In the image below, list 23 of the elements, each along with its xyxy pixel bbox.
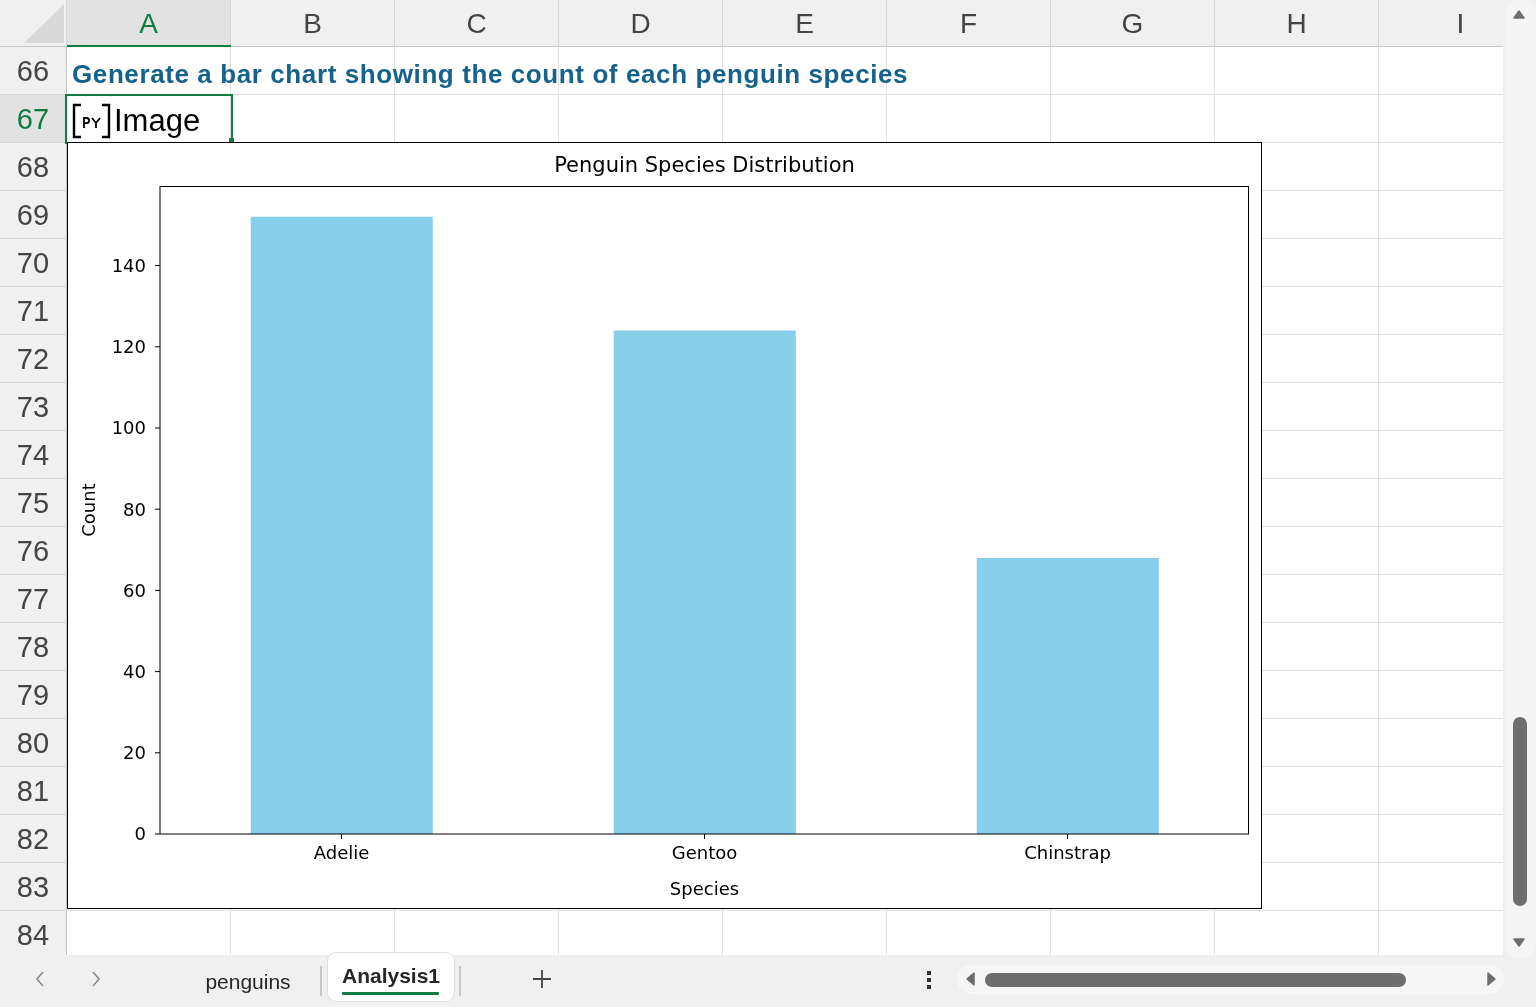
- y-tick-label: 40: [123, 660, 146, 682]
- text: Analysis1: [340, 963, 442, 989]
- y-axis-title: Count: [78, 483, 100, 537]
- y-tick-label: 120: [111, 336, 146, 358]
- y-tick-label: 20: [123, 742, 146, 764]
- row-headers: 66 67 68 69 70 71 72 73 74 75 76 77 78 79 80 81 82 83 84: [0, 47, 67, 955]
- y-tick-label: 140: [111, 254, 146, 276]
- x-tick-label: Gentoo: [671, 841, 738, 863]
- bar: [250, 216, 433, 834]
- text: penguins: [204, 969, 292, 995]
- x-axis-title: Species: [669, 878, 740, 899]
- text: Image: [114, 102, 201, 140]
- x-tick-label: Chinstrap: [1024, 841, 1111, 863]
- y-tick-label: 60: [123, 579, 146, 601]
- bar: [976, 557, 1159, 834]
- column-headers: A B C D E F G H I: [0, 0, 1503, 47]
- bar: [613, 330, 796, 834]
- y-tick-label: 0: [134, 823, 146, 845]
- x-tick-label: Adelie: [313, 841, 370, 863]
- y-tick-label: 100: [111, 417, 146, 439]
- chart-title: Penguin Species Distribution: [553, 152, 856, 178]
- text: Generate a bar chart showing the count of each penguin species: [72, 58, 909, 91]
- y-tick-label: 80: [123, 498, 146, 520]
